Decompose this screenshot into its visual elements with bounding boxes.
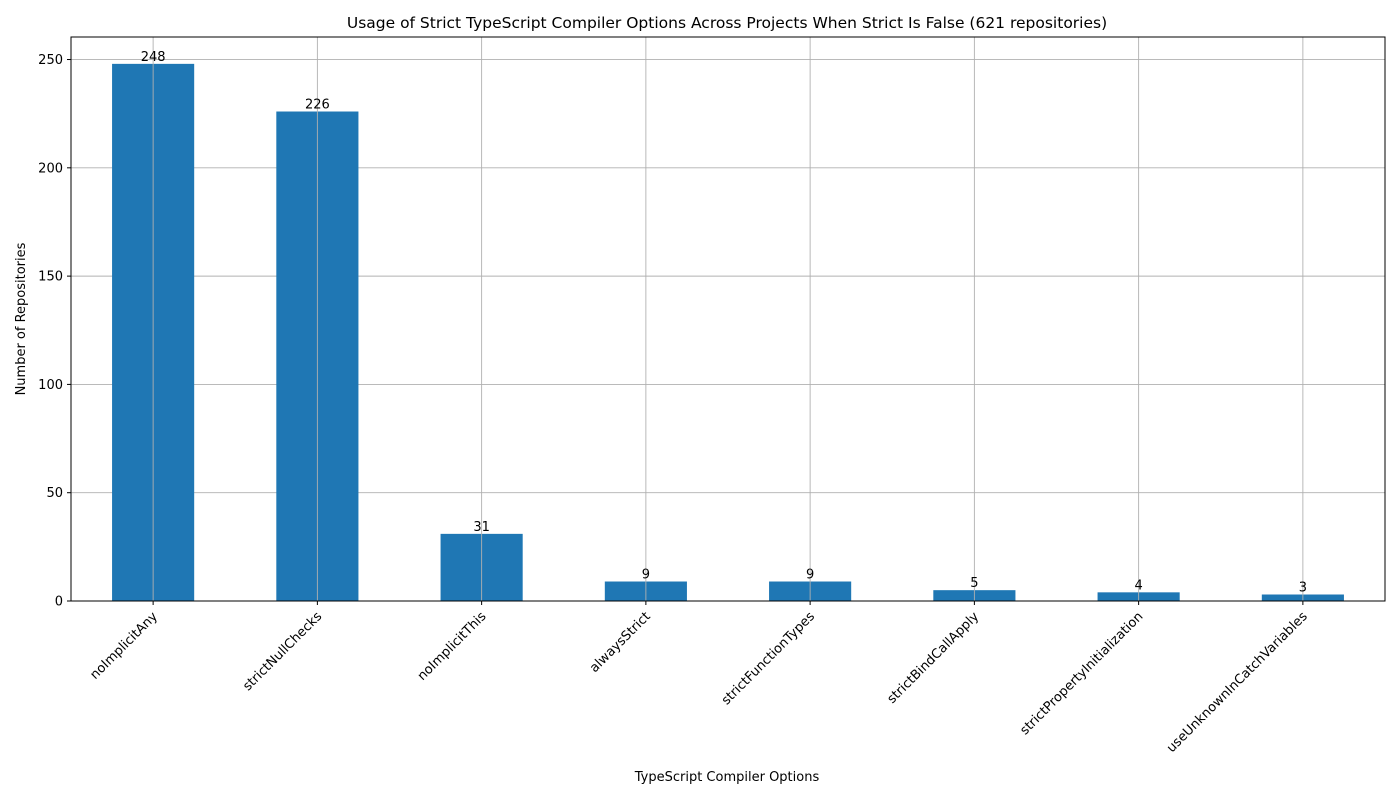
grid-lines [71, 59, 1385, 602]
y-tick-label: 0 [55, 595, 63, 610]
bars [112, 63, 1344, 602]
x-tick-label: alwaysStrict [587, 609, 654, 676]
bar-value-label: 4 [1134, 578, 1142, 593]
vertical-grid-lines [152, 37, 1304, 601]
bar-value-label: 226 [305, 98, 330, 113]
x-axis-label: TypeScript Compiler Options [634, 770, 820, 785]
x-tick-label: strictPropertyInitialization [1018, 609, 1147, 738]
x-tick-label: strictNullChecks [240, 609, 325, 694]
x-tick-label: useUnknownInCatchVariables [1164, 609, 1311, 756]
x-tick-label: noImplicitThis [415, 609, 490, 684]
plot-frame [70, 36, 1386, 602]
bar-value-label: 9 [642, 568, 650, 583]
y-tick-label: 250 [38, 53, 63, 68]
data-labels: 248 226 31 9 9 5 4 3 [141, 50, 1307, 596]
x-tick-label: noImplicitAny [88, 609, 162, 683]
chart-title: Usage of Strict TypeScript Compiler Opti… [347, 14, 1107, 32]
y-axis-label: Number of Repositories [14, 242, 29, 395]
y-tick-label: 50 [46, 486, 63, 501]
plot-border [70, 36, 1386, 602]
bar-value-label: 31 [473, 520, 490, 535]
x-tick-label: strictFunctionTypes [719, 609, 818, 708]
y-tick-label: 200 [38, 161, 63, 176]
bar-value-label: 248 [141, 50, 166, 65]
bar-value-label: 9 [806, 568, 814, 583]
y-tick-label: 100 [38, 378, 63, 393]
y-tick-label: 150 [38, 270, 63, 285]
x-tick-label: strictBindCallApply [885, 609, 983, 707]
axis-ticks: 0 50 100 150 200 250 noImplicitAny strictNullCh… [38, 53, 1311, 756]
bar-value-label: 3 [1299, 581, 1307, 596]
bar-value-label: 5 [970, 576, 978, 591]
